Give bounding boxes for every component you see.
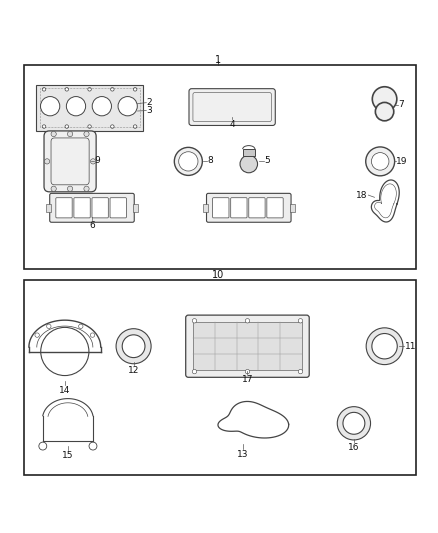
- Circle shape: [240, 155, 258, 173]
- Circle shape: [371, 152, 389, 170]
- Circle shape: [67, 131, 73, 136]
- Circle shape: [174, 147, 202, 175]
- Circle shape: [110, 87, 114, 91]
- Circle shape: [88, 87, 91, 91]
- Text: 11: 11: [405, 342, 416, 351]
- Text: 18: 18: [357, 191, 368, 199]
- Circle shape: [375, 102, 394, 121]
- Circle shape: [110, 125, 114, 128]
- Text: 16: 16: [348, 443, 360, 452]
- Circle shape: [298, 319, 303, 323]
- FancyBboxPatch shape: [49, 193, 134, 222]
- Circle shape: [65, 125, 68, 128]
- Circle shape: [89, 442, 97, 450]
- Text: 5: 5: [264, 156, 270, 165]
- Circle shape: [192, 319, 197, 323]
- Text: 7: 7: [399, 100, 404, 109]
- Bar: [133, 204, 138, 212]
- Text: 17: 17: [242, 375, 253, 384]
- Circle shape: [90, 333, 95, 337]
- Bar: [202, 204, 208, 212]
- Wedge shape: [116, 329, 151, 364]
- Bar: [290, 204, 295, 212]
- FancyBboxPatch shape: [249, 198, 265, 218]
- Circle shape: [40, 96, 60, 116]
- Circle shape: [133, 125, 137, 128]
- FancyBboxPatch shape: [212, 198, 229, 218]
- Text: 4: 4: [230, 120, 235, 129]
- Circle shape: [44, 159, 49, 164]
- FancyBboxPatch shape: [110, 198, 126, 218]
- FancyBboxPatch shape: [189, 88, 275, 125]
- FancyBboxPatch shape: [44, 131, 96, 192]
- Text: 15: 15: [62, 451, 74, 461]
- Bar: [243, 149, 255, 156]
- FancyBboxPatch shape: [74, 198, 90, 218]
- FancyBboxPatch shape: [231, 198, 247, 218]
- Circle shape: [78, 324, 83, 328]
- FancyBboxPatch shape: [267, 198, 283, 218]
- Circle shape: [51, 186, 56, 191]
- Text: 13: 13: [237, 449, 249, 458]
- Text: 19: 19: [396, 157, 408, 166]
- Circle shape: [90, 159, 95, 164]
- Bar: [24, 65, 416, 269]
- Circle shape: [47, 324, 51, 328]
- Circle shape: [67, 96, 85, 116]
- Text: 10: 10: [212, 270, 224, 280]
- Circle shape: [41, 327, 89, 376]
- Bar: [24, 280, 416, 474]
- Circle shape: [39, 442, 47, 450]
- Wedge shape: [337, 407, 371, 440]
- Circle shape: [366, 147, 395, 176]
- Circle shape: [42, 87, 46, 91]
- FancyBboxPatch shape: [206, 193, 291, 222]
- FancyBboxPatch shape: [56, 198, 72, 218]
- Circle shape: [118, 96, 137, 116]
- Circle shape: [88, 125, 91, 128]
- Text: 1: 1: [215, 55, 221, 66]
- Text: 14: 14: [59, 386, 71, 394]
- Circle shape: [84, 186, 89, 191]
- Text: 8: 8: [207, 157, 213, 165]
- Circle shape: [133, 87, 137, 91]
- Bar: [39, 88, 140, 127]
- Text: 6: 6: [89, 221, 95, 230]
- Circle shape: [67, 186, 73, 191]
- Text: 9: 9: [95, 157, 100, 165]
- Circle shape: [179, 152, 198, 171]
- Bar: [36, 85, 144, 131]
- FancyBboxPatch shape: [186, 315, 309, 377]
- Bar: [193, 322, 302, 370]
- Text: 12: 12: [128, 366, 139, 375]
- Circle shape: [84, 131, 89, 136]
- Circle shape: [245, 369, 250, 374]
- Bar: [46, 204, 51, 212]
- Circle shape: [298, 369, 303, 374]
- Circle shape: [192, 369, 197, 374]
- Circle shape: [51, 131, 56, 136]
- Circle shape: [245, 319, 250, 323]
- Circle shape: [65, 87, 68, 91]
- Circle shape: [372, 87, 397, 111]
- Text: 2: 2: [147, 98, 152, 107]
- FancyBboxPatch shape: [92, 198, 108, 218]
- Text: 3: 3: [147, 106, 152, 115]
- Circle shape: [42, 125, 46, 128]
- Wedge shape: [366, 328, 403, 365]
- Circle shape: [35, 333, 39, 337]
- Circle shape: [92, 96, 111, 116]
